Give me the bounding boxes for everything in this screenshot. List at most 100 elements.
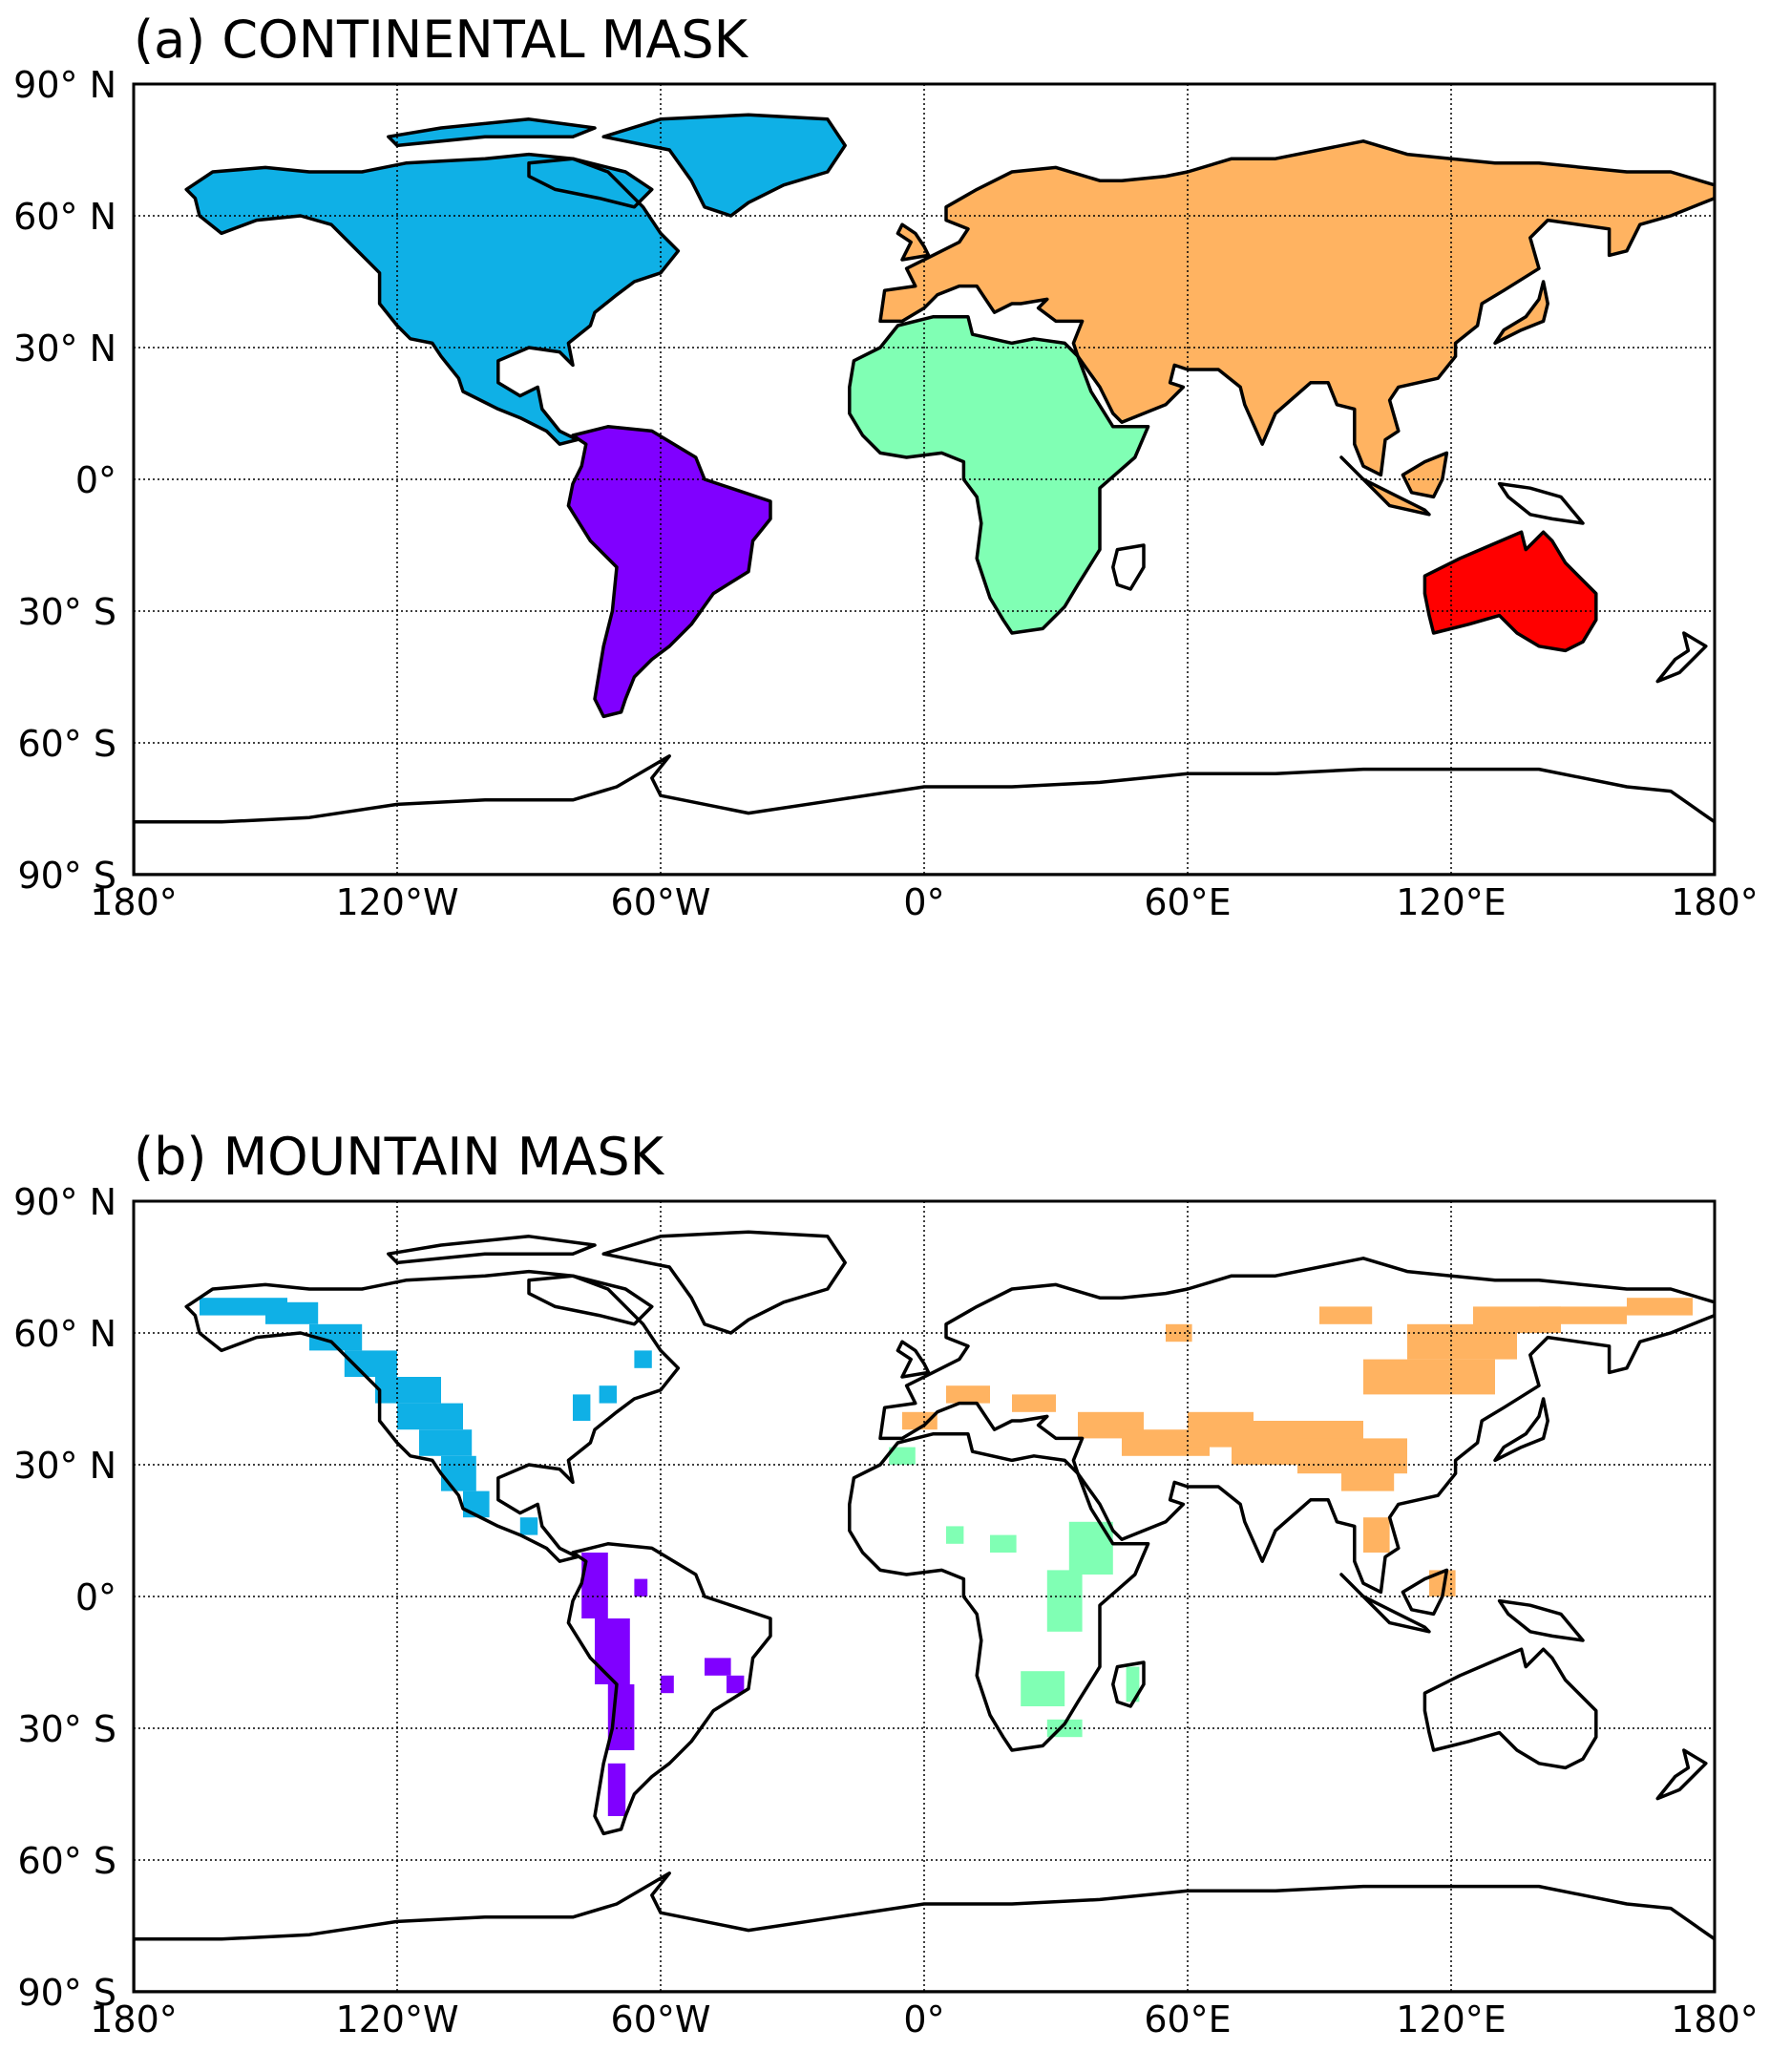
- mountain-cell-europe_asia: [1341, 1455, 1395, 1491]
- y-tick-label: 60° S: [17, 1840, 116, 1882]
- mountain-cell-north_america: [634, 1350, 652, 1368]
- map-mountain: 180° 120°W 60°W 0° 60°E 120°E 180° 90° N 60° N 30…: [13, 1181, 1759, 2040]
- coastline: [387, 1235, 597, 1265]
- mountain-cell-europe_asia: [1627, 1298, 1693, 1316]
- coastline: [1497, 1598, 1585, 1642]
- x-tick-label: 120°W: [335, 881, 458, 923]
- coastline: [1493, 280, 1549, 346]
- y-tick-label: 90° N: [13, 1181, 116, 1223]
- coastline: [878, 139, 1715, 477]
- x-tick-label: 0°: [903, 1998, 944, 2040]
- coastline: [527, 157, 654, 209]
- mountain-cell-north_america: [441, 1455, 476, 1491]
- mountain-cell-north_america: [519, 1517, 538, 1535]
- mountain-cell-africa: [1021, 1671, 1065, 1706]
- x-tick-label: 120°W: [335, 1998, 458, 2040]
- coastline: [1655, 631, 1708, 684]
- coastline: [1111, 1660, 1146, 1708]
- mountain-cell-north_america: [463, 1491, 490, 1518]
- region-fill-south_america: [568, 426, 770, 717]
- mountain-cell-north_america: [573, 1394, 591, 1421]
- x-tick-label: 180°: [90, 1998, 178, 2040]
- mountain-cell-europe_asia: [1363, 1517, 1390, 1553]
- coastline: [1497, 481, 1585, 525]
- coastline: [387, 117, 597, 148]
- x-tick-label: 120°E: [1396, 1998, 1507, 2040]
- map-layer: [134, 1201, 1715, 1992]
- mountain-cell-africa: [990, 1534, 1017, 1553]
- y-tick-label: 0°: [75, 1576, 116, 1618]
- coastline: [1339, 1573, 1431, 1634]
- mountain-cell-europe_asia: [1166, 1323, 1192, 1343]
- x-tick-label: 60°W: [611, 1998, 711, 2040]
- mountain-cell-europe_asia: [1319, 1306, 1373, 1324]
- mountain-cell-south_america: [634, 1578, 648, 1596]
- coastline: [1401, 1568, 1449, 1617]
- x-tick-label: 60°E: [1144, 881, 1231, 923]
- mountain-cell-africa: [1068, 1521, 1113, 1575]
- mountain-cell-africa: [946, 1526, 964, 1544]
- coastline: [1655, 1748, 1708, 1801]
- panel-title: (a) CONTINENTAL MASK: [134, 10, 748, 70]
- region-fill-europe_asia: [880, 140, 1715, 476]
- x-tick-label: 180°: [90, 881, 178, 923]
- coastline: [848, 315, 1150, 635]
- mountain-cell-europe_asia: [902, 1411, 938, 1430]
- coastline: [1339, 455, 1431, 517]
- panel-continental-mask: (a) CONTINENTAL MASK 180° 120°W 60°W 0° 60°E…: [0, 0, 1770, 955]
- axes-frame: [132, 82, 1717, 877]
- x-tick-label: 60°E: [1144, 1998, 1231, 2040]
- x-tick-label: 180°: [1671, 1998, 1759, 2040]
- y-tick-label: 90° S: [17, 1972, 116, 2014]
- panel-mountain-mask: (b) MOUNTAIN MASK 180° 120°W 60°W 0° 60°E 120…: [0, 1117, 1770, 2072]
- mountain-cell-south_america: [705, 1658, 731, 1676]
- mountain-cell-south_america: [595, 1618, 630, 1684]
- y-tick-label: 30° S: [17, 591, 116, 633]
- map-continental: 180° 120°W 60°W 0° 60°E 120°E 180° 90° N 60° N 30…: [13, 64, 1759, 923]
- mountain-cell-north_america: [375, 1377, 441, 1404]
- region-fill-north_america: [603, 115, 846, 216]
- coastline: [1111, 543, 1146, 591]
- y-tick-label: 90° S: [17, 855, 116, 897]
- mountain-cell-north_america: [265, 1301, 319, 1324]
- mountain-cell-africa: [1126, 1666, 1140, 1702]
- coastline: [527, 1274, 654, 1326]
- x-tick-label: 180°: [1671, 881, 1759, 923]
- coastline: [1422, 1647, 1598, 1770]
- coastline: [878, 1257, 1715, 1595]
- coastline: [896, 222, 931, 262]
- axes-frame: [132, 1199, 1717, 1994]
- region-fill-north_america: [388, 118, 595, 146]
- mountain-cell-europe_asia: [1012, 1394, 1056, 1412]
- coastline: [601, 1230, 847, 1335]
- coastline: [1401, 451, 1449, 499]
- coastline: [896, 1340, 931, 1379]
- mountain-cell-south_america: [661, 1675, 674, 1694]
- y-tick-label: 60° N: [13, 196, 116, 238]
- coastline: [1493, 1397, 1549, 1463]
- y-tick-label: 90° N: [13, 64, 116, 106]
- mountain-cell-europe_asia: [1363, 1359, 1495, 1395]
- y-tick-label: 60° N: [13, 1313, 116, 1355]
- region-fill-europe_asia: [897, 224, 929, 260]
- coastline: [848, 1432, 1150, 1752]
- mountain-cell-europe_asia: [946, 1385, 990, 1404]
- coastline: [566, 1542, 772, 1836]
- region-fill-europe_asia: [1402, 453, 1447, 497]
- mountain-cell-north_america: [419, 1429, 473, 1456]
- y-tick-label: 60° S: [17, 723, 116, 765]
- mountain-cell-north_america: [397, 1403, 463, 1430]
- mountain-cell-south_america: [727, 1675, 745, 1694]
- y-tick-label: 30° S: [17, 1708, 116, 1750]
- x-tick-label: 0°: [903, 881, 944, 923]
- y-tick-label: 30° N: [13, 328, 116, 370]
- region-fill-australia: [1424, 532, 1596, 651]
- coastline: [566, 425, 772, 719]
- coastline: [134, 754, 1715, 875]
- panel-title: (b) MOUNTAIN MASK: [134, 1127, 664, 1187]
- region-fill-north_america: [186, 154, 679, 445]
- coastline: [1422, 530, 1598, 653]
- mountain-cell-south_america: [607, 1763, 626, 1816]
- x-tick-label: 120°E: [1396, 881, 1507, 923]
- map-layer: [134, 84, 1715, 875]
